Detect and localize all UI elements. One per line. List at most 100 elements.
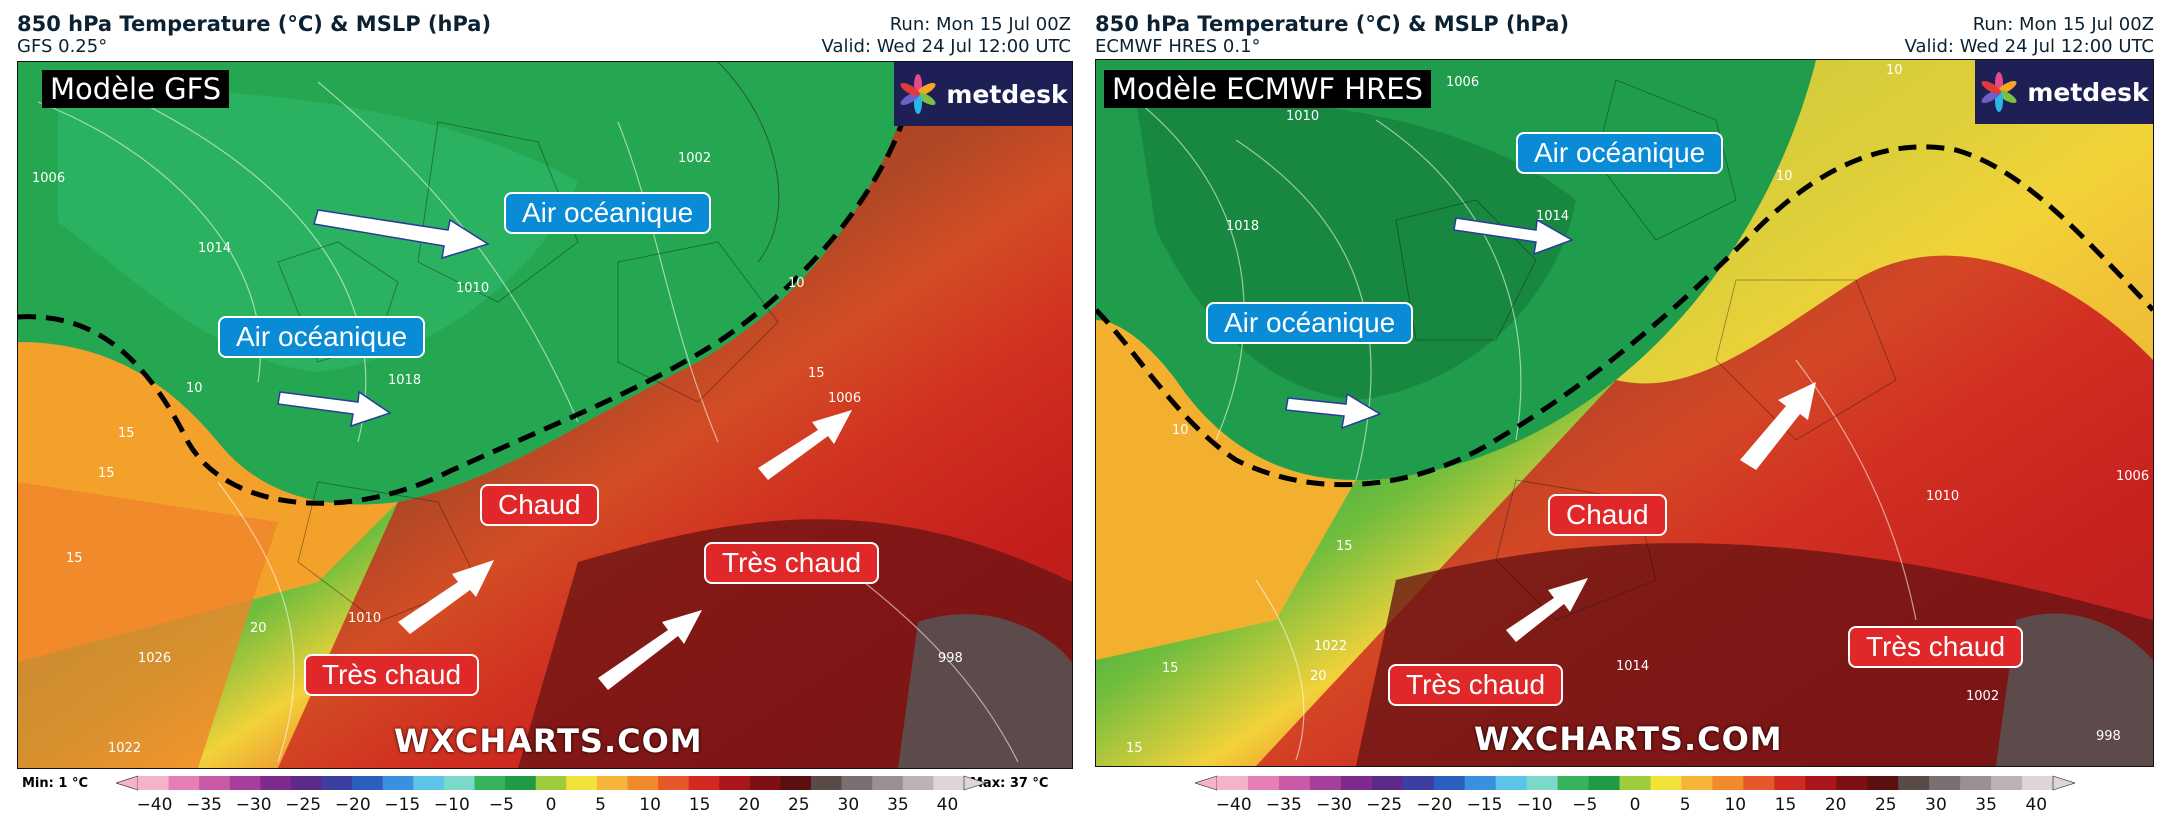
svg-text:1014: 1014: [1536, 209, 1569, 224]
warm-label: Chaud: [480, 484, 599, 526]
arrow-icon: [1740, 382, 1816, 470]
colorbar-tick-label: −15: [1467, 795, 1503, 815]
colorbar-tick-label: −35: [1266, 795, 1302, 815]
colorbar-segment: [1588, 776, 1621, 790]
colorbar-segment: [1774, 776, 1806, 790]
colorbar-tick-label: −5: [1572, 795, 1597, 815]
colorbar-segment: [1371, 776, 1404, 790]
colorbar-segment: [413, 776, 445, 790]
colorbar-segment: [933, 776, 965, 790]
temperature-colorbar: −40 −35 −30 −25 −20 −15 −10 −5 0 5 10 15 20 25 30 35 40: [116, 775, 986, 815]
oceanic-air-label: Air océanique: [504, 192, 712, 234]
svg-text:15: 15: [118, 426, 135, 441]
very-warm-label: Très chaud: [1388, 664, 1564, 706]
svg-text:1022: 1022: [108, 741, 141, 756]
colorbar-tick-label: 15: [1775, 795, 1797, 815]
flower-logo-icon: [900, 74, 936, 114]
arrow-icon: [758, 410, 852, 480]
colorbar-segment: [168, 776, 200, 790]
arrow-icon: [1506, 578, 1588, 642]
ecmwf-panel: 850 hPa Temperature (°C) & MSLP (hPa) EC…: [1083, 0, 2166, 832]
colorbar-tick-label: −20: [335, 795, 371, 815]
svg-text:15: 15: [98, 466, 115, 481]
colorbar-segment: [1681, 776, 1713, 790]
svg-text:1010: 1010: [1286, 109, 1319, 124]
colorbar-segment: [1340, 776, 1373, 790]
colorbar-segment: [1712, 776, 1744, 790]
model-subtitle: GFS 0.25°: [17, 36, 108, 57]
colorbar-tick-label: −40: [137, 795, 173, 815]
colorbar-segment: [199, 776, 231, 790]
colorbar-tick-label: −20: [1416, 795, 1452, 815]
colorbar-segment: [1278, 776, 1311, 790]
colorbar-tick-label: −25: [1366, 795, 1402, 815]
colorbar-segment: [474, 776, 506, 790]
colorbar-tick-label: 25: [1875, 795, 1897, 815]
colorbar-segment: [1526, 776, 1559, 790]
colorbar-segment: [1960, 776, 1992, 790]
colorbar-tick-label: 30: [838, 795, 860, 815]
svg-text:998: 998: [2096, 729, 2121, 744]
arrow-icon: [598, 610, 702, 690]
valid-time: Valid: Wed 24 Jul 12:00 UTC: [1904, 36, 2154, 57]
svg-text:10: 10: [1886, 63, 1903, 78]
colorbar-segment: [505, 776, 537, 790]
colorbar-max-arrow: [963, 775, 986, 791]
colorbar-segment: [1929, 776, 1961, 790]
colorbar-segment: [1247, 776, 1280, 790]
svg-text:1006: 1006: [1446, 75, 1479, 90]
logo-wordmark: metdesk: [946, 79, 1068, 109]
svg-text:1018: 1018: [1226, 219, 1259, 234]
temperature-map[interactable]: 1006 1014 1010 1018 1002 998 1026 1022 1…: [17, 61, 1073, 769]
model-label: Modèle GFS: [42, 70, 230, 108]
watermark: WXCHARTS.COM: [1474, 720, 1783, 758]
colorbar-segment: [535, 776, 567, 790]
svg-text:10: 10: [1172, 423, 1189, 438]
colorbar-segment: [1743, 776, 1775, 790]
colorbar-tick-label: 30: [1925, 795, 1947, 815]
svg-text:10: 10: [186, 381, 203, 396]
colorbar-segment: [1433, 776, 1466, 790]
colorbar-segment: [1495, 776, 1528, 790]
svg-text:1002: 1002: [1966, 689, 1999, 704]
arrow-icon: [313, 209, 490, 260]
temperature-map[interactable]: 1006 1010 1014 1018 1010 1022 1014 1002 …: [1095, 59, 2154, 767]
colorbar-segment: [352, 776, 384, 790]
oceanic-air-label: Air océanique: [218, 316, 426, 358]
colorbar-segment: [902, 776, 934, 790]
flower-logo-icon: [1981, 72, 2017, 112]
very-warm-label: Très chaud: [1848, 626, 2024, 668]
colorbar-segment: [1557, 776, 1590, 790]
colorbar-segment: [1867, 776, 1899, 790]
watermark: WXCHARTS.COM: [394, 722, 703, 760]
colorbar-segment: [1217, 776, 1249, 790]
colorbar-tick-label: −40: [1216, 795, 1252, 815]
colorbar-tick-label: −10: [1517, 795, 1553, 815]
colorbar-tick-label: 35: [1975, 795, 1997, 815]
svg-text:15: 15: [1336, 539, 1353, 554]
logo-wordmark: metdesk: [2027, 77, 2149, 107]
svg-text:15: 15: [66, 551, 83, 566]
arrow-icon: [1453, 217, 1574, 256]
colorbar-min-arrow: [116, 775, 139, 791]
svg-text:15: 15: [1162, 661, 1179, 676]
colorbar-tick-label: −5: [489, 795, 514, 815]
colorbar-tick-label: 5: [1680, 795, 1691, 815]
colorbar-segment: [811, 776, 843, 790]
svg-text:1006: 1006: [2116, 469, 2149, 484]
colorbar-tick-label: 10: [639, 795, 661, 815]
colorbar-segment: [1898, 776, 1930, 790]
colorbar-segment: [872, 776, 904, 790]
colorbar-segment: [1836, 776, 1868, 790]
arrow-icon: [1285, 392, 1382, 430]
flow-arrows: [1285, 217, 1816, 642]
colorbar-tick-label: 40: [937, 795, 959, 815]
colorbar-tick-label: 10: [1724, 795, 1746, 815]
colorbar-min-arrow: [1195, 775, 1218, 791]
colorbar-segment: [688, 776, 720, 790]
arrow-icon: [398, 560, 494, 634]
gfs-panel: 850 hPa Temperature (°C) & MSLP (hPa) GF…: [17, 12, 1073, 815]
colorbar-segment: [658, 776, 690, 790]
svg-text:1006: 1006: [32, 171, 65, 186]
colorbar-tick-label: 35: [887, 795, 909, 815]
